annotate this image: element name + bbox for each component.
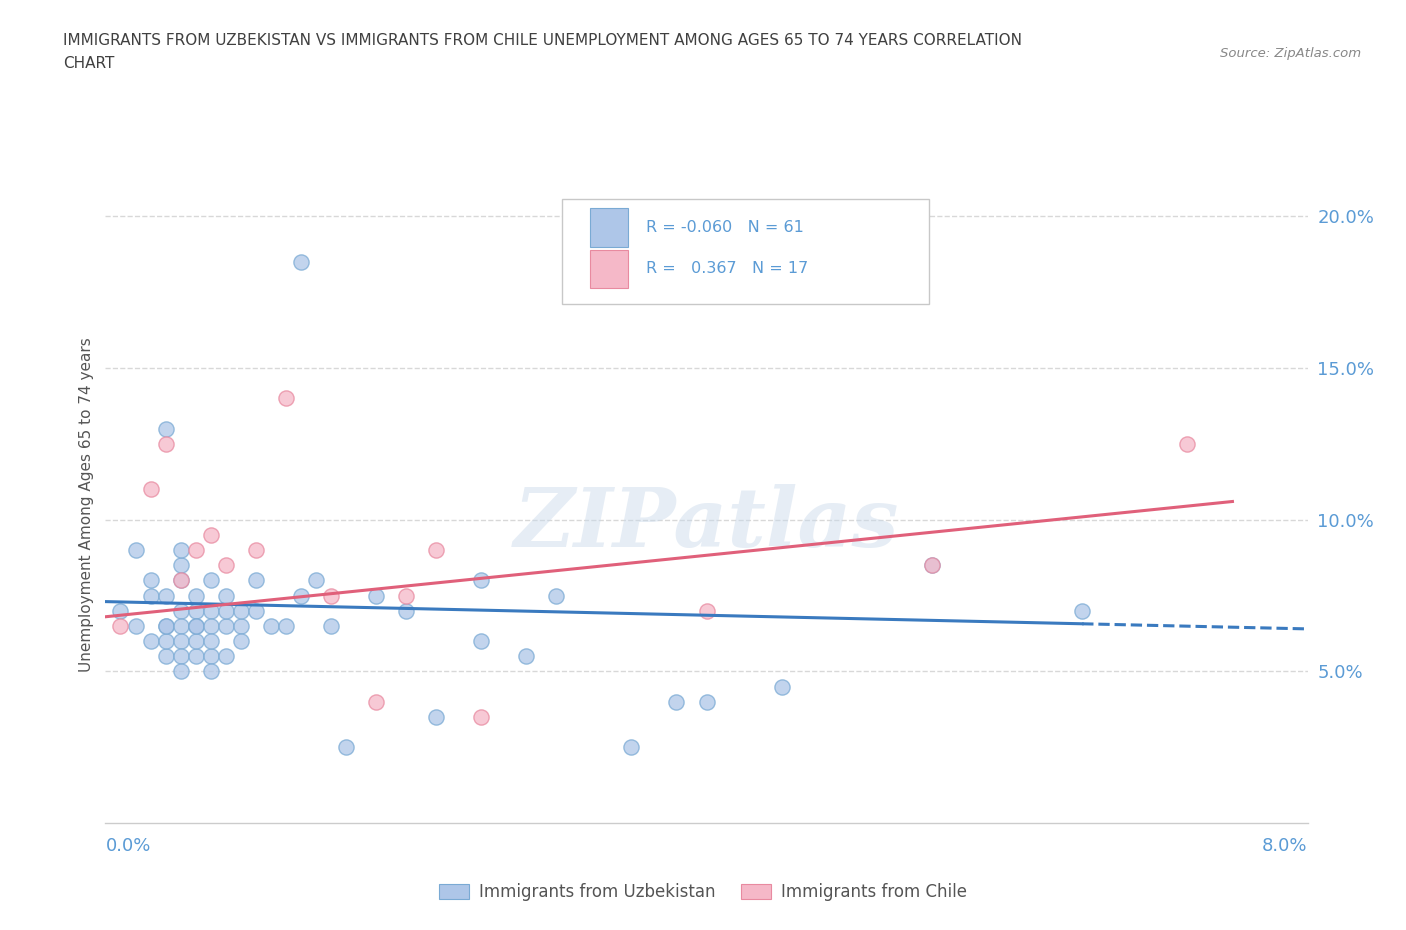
Point bbox=[260, 618, 283, 633]
Point bbox=[124, 618, 146, 633]
Point bbox=[155, 421, 177, 436]
Point bbox=[155, 588, 177, 603]
Text: IMMIGRANTS FROM UZBEKISTAN VS IMMIGRANTS FROM CHILE UNEMPLOYMENT AMONG AGES 65 T: IMMIGRANTS FROM UZBEKISTAN VS IMMIGRANTS… bbox=[63, 33, 1022, 47]
Point bbox=[169, 573, 191, 588]
Point bbox=[200, 527, 222, 542]
Point bbox=[200, 649, 222, 664]
Text: Source: ZipAtlas.com: Source: ZipAtlas.com bbox=[1220, 46, 1361, 60]
Point bbox=[139, 588, 162, 603]
Point bbox=[696, 604, 718, 618]
Point bbox=[921, 558, 943, 573]
Text: ZIPatlas: ZIPatlas bbox=[513, 484, 900, 564]
Point bbox=[139, 482, 162, 497]
Point bbox=[305, 573, 328, 588]
Point bbox=[229, 604, 252, 618]
Legend: Immigrants from Uzbekistan, Immigrants from Chile: Immigrants from Uzbekistan, Immigrants f… bbox=[433, 876, 973, 908]
Text: R =   0.367   N = 17: R = 0.367 N = 17 bbox=[647, 261, 808, 276]
Point bbox=[110, 604, 132, 618]
Point bbox=[200, 573, 222, 588]
Point bbox=[274, 618, 297, 633]
Point bbox=[214, 649, 236, 664]
Point bbox=[155, 618, 177, 633]
FancyBboxPatch shape bbox=[562, 199, 929, 304]
Point bbox=[200, 633, 222, 648]
Point bbox=[245, 604, 267, 618]
Point bbox=[200, 604, 222, 618]
Point bbox=[319, 588, 342, 603]
Point bbox=[335, 739, 357, 754]
Point bbox=[169, 618, 191, 633]
Point bbox=[620, 739, 643, 754]
Point bbox=[139, 573, 162, 588]
Point bbox=[696, 695, 718, 710]
Point bbox=[1071, 604, 1094, 618]
Point bbox=[184, 618, 207, 633]
Text: R = -0.060   N = 61: R = -0.060 N = 61 bbox=[647, 219, 804, 235]
Point bbox=[184, 633, 207, 648]
FancyBboxPatch shape bbox=[591, 250, 628, 288]
Point bbox=[184, 604, 207, 618]
Point bbox=[546, 588, 568, 603]
Point bbox=[245, 573, 267, 588]
Point bbox=[921, 558, 943, 573]
Point bbox=[425, 710, 447, 724]
Point bbox=[155, 649, 177, 664]
Point bbox=[184, 588, 207, 603]
Point bbox=[229, 618, 252, 633]
Point bbox=[110, 618, 132, 633]
Point bbox=[139, 633, 162, 648]
Point bbox=[200, 664, 222, 679]
Point bbox=[319, 618, 342, 633]
Point bbox=[184, 649, 207, 664]
Point bbox=[395, 604, 418, 618]
Point bbox=[184, 618, 207, 633]
Point bbox=[169, 664, 191, 679]
Point bbox=[274, 391, 297, 405]
Point bbox=[214, 588, 236, 603]
Point bbox=[124, 542, 146, 557]
Point bbox=[155, 633, 177, 648]
Text: CHART: CHART bbox=[63, 56, 115, 71]
Point bbox=[245, 542, 267, 557]
Point bbox=[184, 542, 207, 557]
Y-axis label: Unemployment Among Ages 65 to 74 years: Unemployment Among Ages 65 to 74 years bbox=[79, 338, 94, 671]
Point bbox=[169, 649, 191, 664]
Point bbox=[1175, 436, 1198, 451]
Point bbox=[229, 633, 252, 648]
Point bbox=[364, 695, 387, 710]
Point bbox=[770, 679, 793, 694]
Point bbox=[169, 542, 191, 557]
Point bbox=[665, 695, 688, 710]
Point bbox=[169, 633, 191, 648]
Point bbox=[155, 618, 177, 633]
Point bbox=[395, 588, 418, 603]
Point bbox=[169, 573, 191, 588]
Point bbox=[470, 573, 492, 588]
Point bbox=[290, 255, 312, 270]
Point bbox=[169, 604, 191, 618]
Point bbox=[470, 710, 492, 724]
Point bbox=[290, 588, 312, 603]
Point bbox=[155, 436, 177, 451]
Point bbox=[214, 558, 236, 573]
Point bbox=[470, 633, 492, 648]
Point bbox=[515, 649, 537, 664]
Point bbox=[214, 618, 236, 633]
Point bbox=[214, 604, 236, 618]
Point bbox=[425, 542, 447, 557]
Point bbox=[169, 558, 191, 573]
FancyBboxPatch shape bbox=[591, 208, 628, 246]
Point bbox=[364, 588, 387, 603]
Point bbox=[200, 618, 222, 633]
Text: 8.0%: 8.0% bbox=[1263, 837, 1308, 855]
Text: 0.0%: 0.0% bbox=[105, 837, 150, 855]
